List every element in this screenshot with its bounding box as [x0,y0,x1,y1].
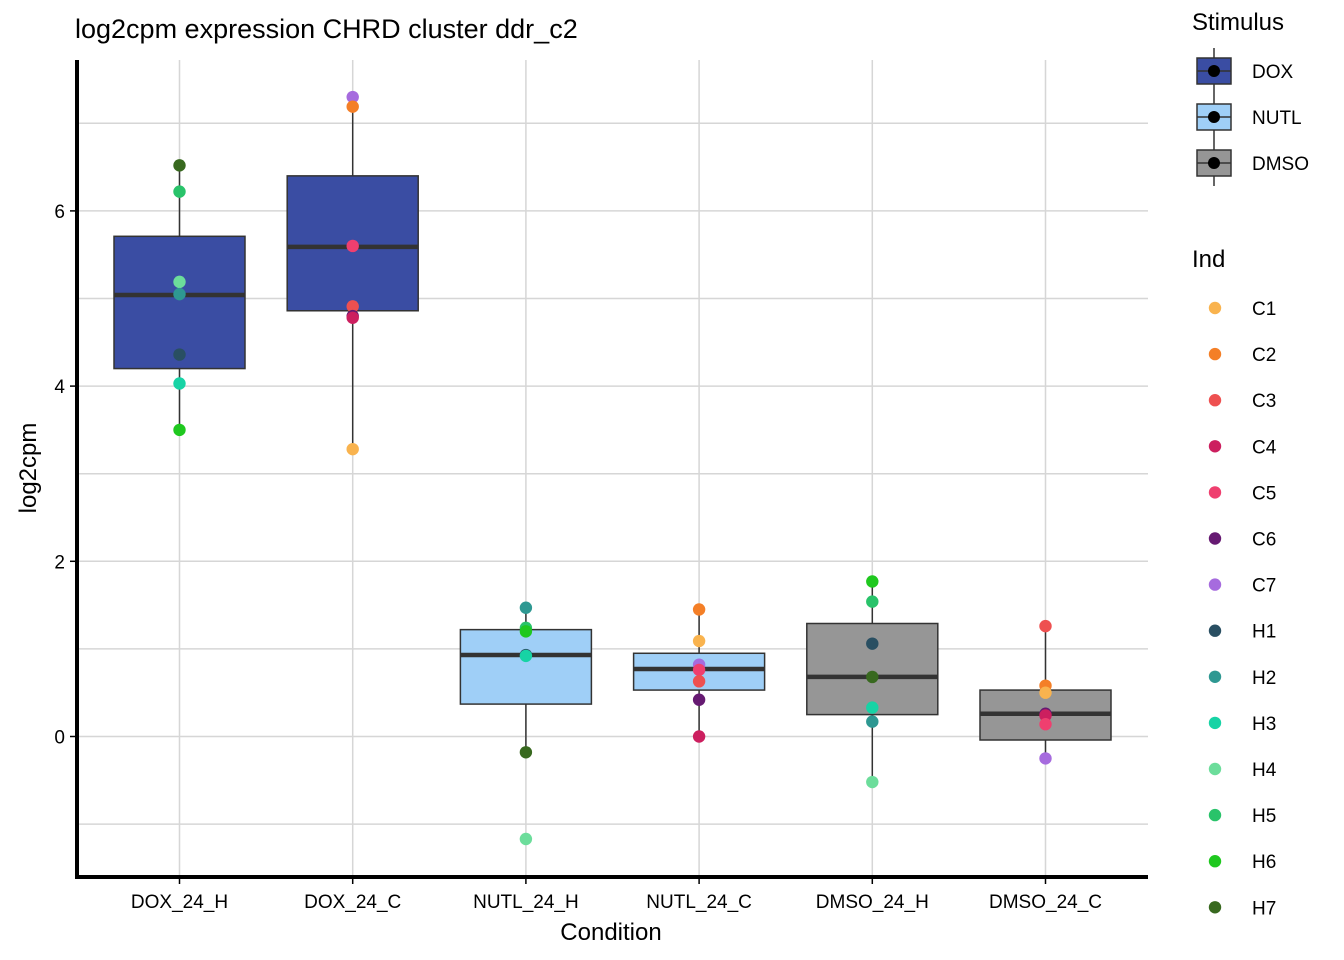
axes: 0 2 4 6 DOX_24_H DOX_24_C NUTL_24_H NUTL_24_C DM… [54,60,1148,913]
point-C1 [346,442,359,456]
x-tick-label: DMSO_24_H [816,892,929,913]
chart-title: log2cpm expression CHRD cluster ddr_c2 [75,14,578,44]
box-DOX_24_H [113,235,246,370]
point-H1 [173,348,186,361]
legend-stimulus-title: Stimulus [1192,9,1284,36]
point-H7 [519,746,533,759]
legend-label-C4: C4 [1252,437,1277,458]
legend-dot-H7 [1208,901,1222,914]
legend-label-H1: H1 [1252,622,1276,643]
legend-dot-C7 [1208,578,1222,591]
y-tick-label: 4 [54,377,65,398]
x-tick-label: DOX_24_H [131,892,228,913]
legend-label-H2: H2 [1252,668,1276,689]
legend-dot-C6 [1208,532,1222,545]
box-NUTL_24_H [459,628,593,705]
legend-dot-C5 [1208,486,1222,499]
box-DMSO_24_H [806,622,939,716]
y-tick-label: 2 [54,552,65,573]
point-C6 [692,693,706,706]
legend-label-C3: C3 [1252,391,1276,412]
legend-dot-H6 [1208,855,1222,868]
point-H1 [866,637,879,650]
legend-label-C2: C2 [1252,345,1276,366]
point-H7 [866,670,879,684]
legend-key-point [1208,65,1220,77]
point-C3 [1039,619,1052,633]
legend-dot-C1 [1208,301,1222,315]
legend-label-DOX: DOX [1252,62,1294,83]
point-C5 [692,663,706,677]
point-H3 [173,377,186,390]
legend-ind-title: Ind [1192,246,1225,273]
legend-label-H4: H4 [1252,760,1277,781]
legend-dot-H2 [1208,670,1222,683]
point-H4 [173,275,186,289]
point-C3 [346,300,359,313]
point-H3 [866,701,879,714]
point-C1 [1039,686,1052,699]
point-H2 [173,287,186,301]
x-tick-label: NUTL_24_H [473,892,579,913]
legend-dot-H3 [1208,716,1222,730]
legend-label-C5: C5 [1252,483,1276,504]
legend-key-point [1208,157,1220,169]
x-tick-label: NUTL_24_C [646,892,752,913]
point-C2 [692,603,706,616]
x-tick-label: DOX_24_C [304,892,401,913]
legend-label-NUTL: NUTL [1252,108,1302,129]
point-H6 [173,423,186,437]
legend-label-H5: H5 [1252,806,1276,827]
points [173,90,1052,846]
legend-dot-H1 [1208,624,1222,637]
x-axis-title: Condition [560,919,661,946]
grid [77,60,1148,877]
y-axis-title: log2cpm [15,423,42,514]
point-H5 [173,185,186,198]
point-H4 [519,832,533,846]
legend-dot-H4 [1208,762,1222,776]
legend-dot-H5 [1208,808,1222,822]
point-C7 [346,90,359,104]
legend-label-C1: C1 [1252,299,1276,320]
point-C4 [346,311,359,324]
legend-dot-C4 [1208,440,1222,453]
point-C4 [1039,709,1052,722]
point-H3 [519,649,533,663]
point-H5 [866,595,879,608]
legend-dot-C2 [1208,347,1222,361]
point-C5 [346,239,359,253]
point-H2 [866,715,879,728]
point-C1 [692,634,706,648]
legend-stimulus: Stimulus DOX NUTL DMSO [1192,9,1309,186]
legend-key-point [1208,111,1220,123]
point-H6 [866,575,879,588]
legend-label-H6: H6 [1252,852,1276,873]
legend-label-C7: C7 [1252,576,1276,597]
legend-dot-C3 [1208,394,1222,407]
legend-label-H3: H3 [1252,714,1276,735]
point-C7 [1039,752,1052,765]
y-tick-label: 6 [54,202,65,223]
point-H4 [866,775,879,789]
legend-ind: Ind C1 C2 C3 C4 C5 C6 C7 H1 H2 H3 H4 H5 H6 H7 [1192,246,1277,919]
legend-label-DMSO: DMSO [1252,154,1309,175]
boxes [113,97,1112,783]
point-C4 [692,730,706,743]
point-H7 [173,159,186,172]
x-tick-label: DMSO_24_C [989,892,1102,913]
point-C3 [692,675,706,688]
point-C2 [346,100,359,113]
legend-label-H7: H7 [1252,898,1276,919]
point-H6 [519,625,533,638]
legend-label-C6: C6 [1252,530,1276,551]
point-H2 [519,601,533,614]
point-C5 [1039,718,1052,731]
y-tick-label: 0 [54,728,65,749]
